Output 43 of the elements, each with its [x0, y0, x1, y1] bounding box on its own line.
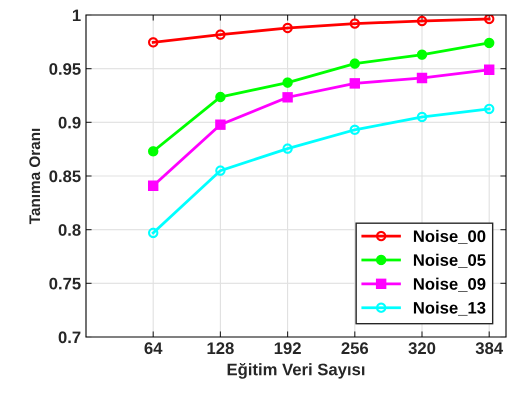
legend-label: Noise_05 — [414, 254, 486, 268]
x-axis-title: Eğitim Veri Sayısı — [228, 362, 364, 379]
point — [215, 29, 226, 40]
x-tick-label: 320 — [408, 342, 436, 354]
point — [215, 165, 226, 176]
point — [416, 16, 428, 26]
point — [215, 92, 226, 102]
point — [282, 92, 293, 103]
x-tick-label: 384 — [476, 342, 504, 354]
point — [484, 64, 494, 75]
point — [416, 112, 428, 122]
point — [282, 143, 293, 154]
y-tick-label: 0.7 — [58, 331, 80, 344]
point — [484, 15, 494, 24]
point — [484, 38, 494, 48]
point — [215, 119, 226, 130]
y-tick-label: 1 — [72, 10, 81, 22]
y-tick-label: 0.9 — [58, 116, 81, 129]
point — [148, 37, 158, 48]
point — [148, 228, 158, 238]
point — [350, 58, 360, 69]
point — [350, 78, 360, 89]
y-tick-label: 0.8 — [58, 224, 81, 236]
x-tick-label: 128 — [208, 342, 234, 354]
legend-label: Noise_13 — [414, 301, 486, 316]
y-tick-label: 0.75 — [49, 278, 81, 290]
x-tick-label: 256 — [341, 342, 368, 354]
point — [148, 146, 158, 157]
point — [416, 50, 428, 60]
point — [350, 18, 360, 29]
y-axis-title: Tanıma Oranı — [29, 128, 40, 224]
point — [282, 22, 293, 34]
point — [282, 77, 293, 88]
point — [148, 180, 158, 191]
legend-label: Noise_09 — [414, 278, 486, 292]
point — [350, 124, 360, 136]
point — [484, 104, 494, 114]
y-tick-label: 0.95 — [49, 63, 81, 75]
legend-label: Noise_00 — [414, 230, 486, 244]
point — [416, 72, 428, 84]
y-tick-label: 0.85 — [49, 170, 81, 182]
x-tick-label: 192 — [274, 342, 301, 354]
x-tick-label: 64 — [144, 342, 162, 354]
